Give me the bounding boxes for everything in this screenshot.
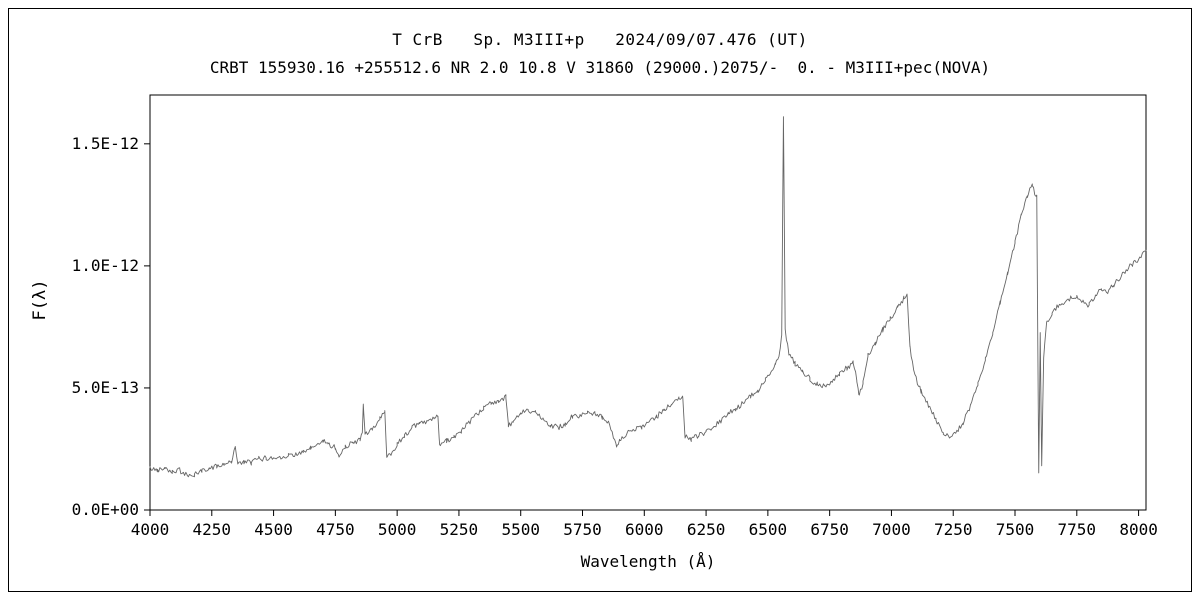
x-tick-label: 5000 xyxy=(378,520,417,539)
x-tick-label: 7250 xyxy=(934,520,973,539)
y-tick-label: 5.0E-13 xyxy=(72,378,139,397)
x-tick-label: 5250 xyxy=(440,520,479,539)
x-tick-label: 6000 xyxy=(625,520,664,539)
x-tick-label: 4750 xyxy=(316,520,355,539)
x-tick-label: 7000 xyxy=(872,520,911,539)
x-tick-label: 7500 xyxy=(996,520,1035,539)
chart-title: T CrB Sp. M3III+p 2024/09/07.476 (UT) xyxy=(392,30,808,49)
x-tick-label: 4500 xyxy=(254,520,293,539)
x-tick-label: 4250 xyxy=(193,520,232,539)
y-tick-label: 1.5E-12 xyxy=(72,134,139,153)
plot-frame xyxy=(149,94,1147,511)
x-tick-label: 5500 xyxy=(501,520,540,539)
x-tick-label: 5750 xyxy=(563,520,602,539)
x-axis-label: Wavelength (Å) xyxy=(580,552,716,571)
y-axis-label: F(λ) xyxy=(30,279,50,321)
y-tick-label: 0.0E+00 xyxy=(72,500,139,519)
x-tick-label: 4000 xyxy=(131,520,170,539)
x-tick-label: 6750 xyxy=(810,520,849,539)
x-tick-label: 6250 xyxy=(687,520,726,539)
x-tick-label: 8000 xyxy=(1119,520,1158,539)
y-tick-label: 1.0E-12 xyxy=(72,256,139,275)
chart-subtitle: CRBT 155930.16 +255512.6 NR 2.0 10.8 V 3… xyxy=(209,58,991,77)
spectrum-line xyxy=(149,116,1147,478)
x-tick-label: 7750 xyxy=(1058,520,1097,539)
x-tick-label: 6500 xyxy=(749,520,788,539)
